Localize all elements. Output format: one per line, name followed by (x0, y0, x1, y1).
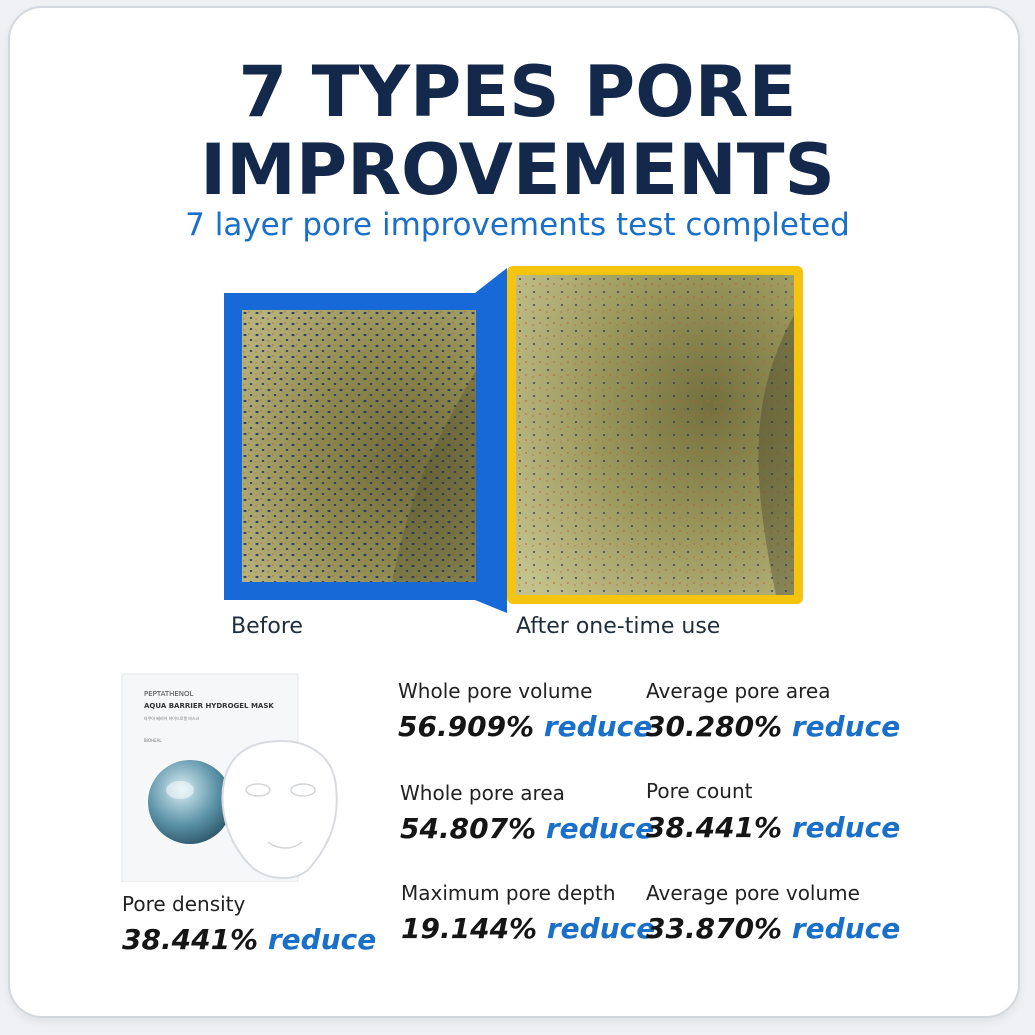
stat-unit: reduce (543, 710, 653, 743)
stat-number: 38.441% (122, 923, 259, 956)
page-title-line1: 7 TYPES PORE (238, 51, 797, 133)
stat-number: 33.870% (646, 912, 783, 945)
stat-label-maximum-pore-depth: Maximum pore depth (401, 881, 616, 905)
stat-label-average-pore-volume: Average pore volume (646, 881, 860, 905)
before-caption: Before (231, 614, 303, 639)
after-caption: After one-time use (516, 614, 721, 639)
stat-number: 30.280% (646, 710, 783, 743)
product-brand: PEPTATHENOL (144, 690, 194, 698)
stat-label-whole-pore-volume: Whole pore volume (398, 679, 593, 703)
stat-unit: reduce (267, 923, 377, 956)
stat-value-average-pore-area: 30.280% reduce (646, 710, 900, 744)
product-name: AQUA BARRIER HYDROGEL MASK (144, 702, 274, 710)
page-title-line2: IMPROVEMENTS (200, 129, 835, 211)
product-maker: BIOHEAL (144, 738, 162, 743)
stat-label-average-pore-area: Average pore area (646, 679, 831, 703)
after-skin-image (516, 275, 794, 595)
stat-label-pore-density: Pore density (122, 892, 246, 916)
stat-number: 56.909% (398, 710, 535, 743)
stat-value-pore-count: 38.441% reduce (646, 811, 900, 845)
stat-number: 19.144% (401, 912, 538, 945)
stat-number: 38.441% (646, 811, 783, 844)
stat-label-pore-count: Pore count (646, 779, 753, 803)
stat-value-whole-pore-volume: 56.909% reduce (398, 710, 652, 744)
stat-unit: reduce (791, 811, 901, 844)
stat-unit: reduce (791, 912, 901, 945)
stat-number: 54.807% (400, 812, 537, 845)
stat-unit: reduce (791, 710, 901, 743)
stat-label-whole-pore-area: Whole pore area (400, 781, 565, 805)
stat-value-average-pore-volume: 33.870% reduce (646, 912, 900, 946)
product-package-image: PEPTATHENOL AQUA BARRIER HYDROGEL MASK 아… (121, 673, 338, 882)
subtitle: 7 layer pore improvements test completed (185, 207, 850, 243)
stat-unit: reduce (545, 812, 655, 845)
stat-value-whole-pore-area: 54.807% reduce (400, 812, 654, 846)
stat-unit: reduce (546, 912, 656, 945)
product-fine-print: 아쿠아 배리어 하이드로겔 마스크 (144, 715, 200, 721)
stat-value-maximum-pore-depth: 19.144% reduce (401, 912, 655, 946)
stat-value-pore-density: 38.441% reduce (122, 923, 376, 957)
before-skin-image (242, 310, 476, 582)
